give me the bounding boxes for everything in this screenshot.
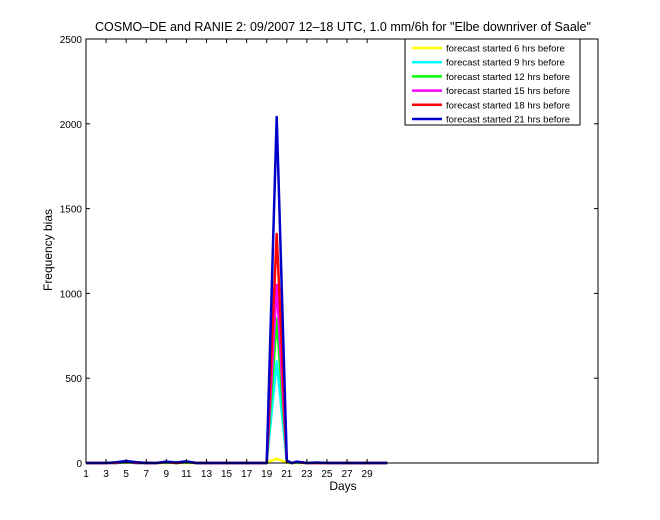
legend-box bbox=[404, 38, 581, 126]
chart-title: COSMO–DE and RANIE 2: 09/2007 12–18 UTC,… bbox=[95, 20, 591, 34]
ticks-layer: 1 3 5 7 9 11 13 15 17 19 21 23 25 27 29050010001500200… bbox=[60, 35, 598, 480]
x-tick-label: 27 bbox=[341, 469, 353, 480]
legend-label-4: forecast started 15 hrs before bbox=[446, 86, 570, 97]
legend-label-2: forecast started 9 hrs before bbox=[446, 58, 565, 69]
y-tick-label: 1500 bbox=[60, 205, 83, 216]
x-tick-label: 5 bbox=[123, 469, 129, 480]
plot-frame bbox=[85, 38, 599, 464]
x-axis-label: Days bbox=[329, 479, 356, 493]
legend-label-6: forecast started 21 hrs before bbox=[446, 115, 570, 126]
legend-label-5: forecast started 18 hrs before bbox=[446, 100, 570, 111]
y-axis-label: Frequency bias bbox=[41, 209, 55, 291]
y-tick-label: 2000 bbox=[60, 120, 83, 131]
x-tick-label: 9 bbox=[164, 469, 170, 480]
legend-label-1: forecast started 6 hrs before bbox=[446, 44, 565, 55]
y-tick-label: 500 bbox=[65, 374, 82, 385]
x-tick-label: 29 bbox=[362, 469, 374, 480]
legend-label-3: forecast started 12 hrs before bbox=[446, 72, 570, 83]
x-tick-label: 7 bbox=[143, 469, 149, 480]
x-tick-label: 19 bbox=[261, 469, 273, 480]
x-tick-label: 11 bbox=[181, 469, 192, 480]
legend: forecast started 6 hrs before forecast st… bbox=[404, 38, 581, 126]
y-tick-label: 0 bbox=[76, 459, 82, 470]
x-tick-label: 3 bbox=[103, 469, 109, 480]
x-tick-label: 15 bbox=[221, 469, 233, 480]
x-tick-label: 21 bbox=[281, 469, 293, 480]
y-tick-label: 1000 bbox=[60, 289, 83, 300]
x-tick-label: 17 bbox=[241, 469, 253, 480]
x-tick-label: 25 bbox=[321, 469, 333, 480]
x-tick-label: 23 bbox=[301, 469, 313, 480]
x-tick-label: 1 bbox=[83, 469, 89, 480]
x-tick-label: 13 bbox=[201, 469, 213, 480]
y-tick-label: 2500 bbox=[60, 35, 83, 46]
